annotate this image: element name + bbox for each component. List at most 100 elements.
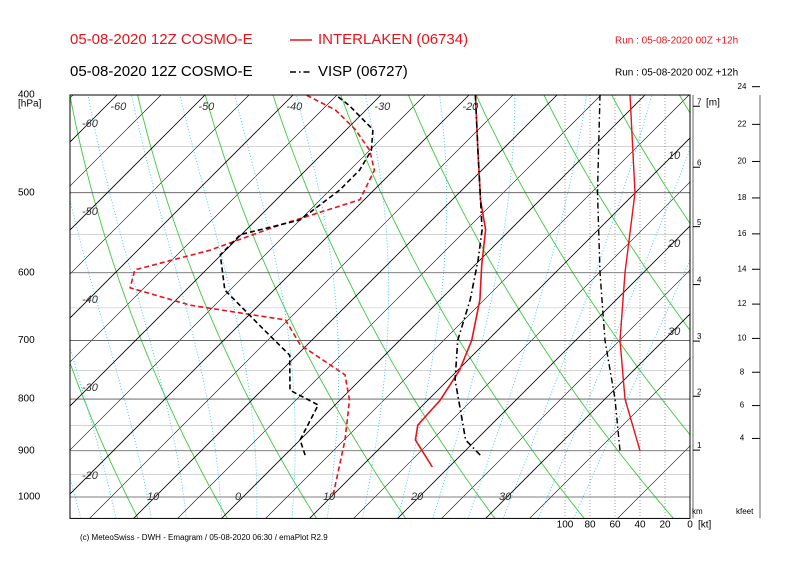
isotherm-label: -40 <box>82 294 99 306</box>
kfeet-tick-label: 16 <box>738 229 747 238</box>
moist-adiabat <box>0 95 10 519</box>
moist-adiabat <box>70 346 117 519</box>
kfeet-tick-label: 18 <box>738 193 747 202</box>
isotherm-label: -30 <box>82 382 99 394</box>
y-tick-label: 800 <box>18 394 35 405</box>
legend-label: VISP (06727) <box>318 63 408 80</box>
altitude-label: [m] <box>706 98 720 109</box>
run-info: Run : 05-08-2020 00Z +12h <box>615 36 738 47</box>
dry-adiabat <box>543 95 690 331</box>
isotherm-label: 10 <box>147 491 160 503</box>
isotherm-label: 10 <box>668 150 681 162</box>
y-axis-label: [hPa] <box>18 99 42 110</box>
wind-tick-label: 40 <box>634 520 646 531</box>
isotherm-label: 30 <box>499 491 512 503</box>
plot-frame <box>69 94 691 519</box>
kfeet-tick-label: 10 <box>738 334 747 343</box>
km-label: km <box>692 507 703 516</box>
grid-line <box>70 95 470 495</box>
isotherm-label: -50 <box>198 101 215 113</box>
kfeet-tick-label: 24 <box>738 82 747 91</box>
minor-isotherm <box>529 357 690 519</box>
grid-line <box>485 313 690 519</box>
km-tick-label: 5 <box>697 218 702 227</box>
temperature-line <box>454 95 483 456</box>
km-tick-label: 3 <box>697 332 702 341</box>
km-tick-label: 4 <box>697 276 702 285</box>
isotherm-label: 20 <box>667 238 681 250</box>
kfeet-tick-label: 14 <box>738 264 747 273</box>
minor-isotherm <box>353 181 690 519</box>
moist-adiabat <box>179 95 258 519</box>
dry-adiabat <box>611 95 690 225</box>
y-tick-label: 400 <box>18 89 35 100</box>
moist-adiabat <box>70 198 152 519</box>
minor-isotherm <box>70 95 162 187</box>
y-tick-label: 1000 <box>18 492 41 503</box>
grid-line <box>70 95 294 319</box>
minor-isotherm <box>70 95 426 451</box>
grid-line <box>309 137 690 519</box>
grid-line <box>397 225 690 519</box>
footer: (c) MeteoSwiss - DWH - Emagram / 05-08-2… <box>80 533 328 542</box>
minor-isotherm <box>70 95 74 99</box>
moist-adiabat <box>361 95 390 519</box>
dry-adiabat <box>137 95 317 519</box>
grid-line <box>70 95 206 231</box>
km-tick-label: 1 <box>697 441 702 450</box>
isotherm-label: 30 <box>668 326 681 338</box>
wind-speed-line <box>596 95 621 451</box>
moist-adiabat <box>537 147 690 519</box>
moist-adiabat <box>70 476 82 519</box>
minor-isotherm <box>441 269 690 519</box>
isotherm-label: -30 <box>374 101 391 113</box>
y-tick-label: 500 <box>18 187 35 198</box>
kfeet-tick-label: 4 <box>740 434 745 443</box>
grid-line <box>221 95 646 519</box>
dewpoint-line <box>129 95 376 495</box>
wind-tick-label: 60 <box>609 520 621 531</box>
km-tick-label: 2 <box>697 387 702 396</box>
minor-isotherm <box>177 95 602 519</box>
wind-tick-label: 80 <box>584 520 596 531</box>
moist-adiabat <box>502 95 653 519</box>
minor-isotherm <box>70 95 250 275</box>
minor-isotherm <box>70 95 338 363</box>
wind-unit: [kt] <box>698 520 712 531</box>
moist-adiabat <box>87 95 187 519</box>
station-title: 05-08-2020 12Z COSMO-E <box>70 31 253 48</box>
dry-adiabat <box>70 361 139 519</box>
kfeet-label: kfeet <box>736 507 754 516</box>
isotherm-label: 20 <box>410 491 424 503</box>
dry-adiabat <box>272 95 496 519</box>
minor-isotherm <box>617 445 690 519</box>
minor-isotherm <box>265 95 690 519</box>
isotherm-label: 0 <box>235 491 242 503</box>
grid-line <box>133 95 558 519</box>
dewpoint-line <box>219 95 374 456</box>
isotherm-label: -20 <box>462 101 479 113</box>
isotherm-label: 10 <box>323 491 336 503</box>
isotherm-label: -60 <box>110 101 127 113</box>
moist-adiabat <box>296 95 340 519</box>
dry-adiabat <box>70 95 228 519</box>
station-title: 05-08-2020 12Z COSMO-E <box>70 63 253 80</box>
dry-adiabat <box>204 95 407 519</box>
kfeet-tick-label: 8 <box>740 367 745 376</box>
wind-tick-label: 0 <box>687 520 693 531</box>
km-tick-label: 7 <box>697 97 702 106</box>
wind-tick-label: 100 <box>557 520 574 531</box>
moist-adiabat <box>131 95 223 519</box>
y-tick-label: 600 <box>18 267 35 278</box>
kfeet-tick-label: 22 <box>738 119 747 128</box>
y-tick-label: 700 <box>18 335 35 346</box>
wind-speed-line <box>619 95 641 451</box>
moist-adiabat <box>432 95 516 519</box>
isotherm-label: -40 <box>286 101 303 113</box>
y-tick-label: 900 <box>18 445 35 456</box>
moist-adiabat <box>234 95 296 519</box>
run-info: Run : 05-08-2020 00Z +12h <box>615 68 738 79</box>
dry-adiabat <box>407 95 674 519</box>
